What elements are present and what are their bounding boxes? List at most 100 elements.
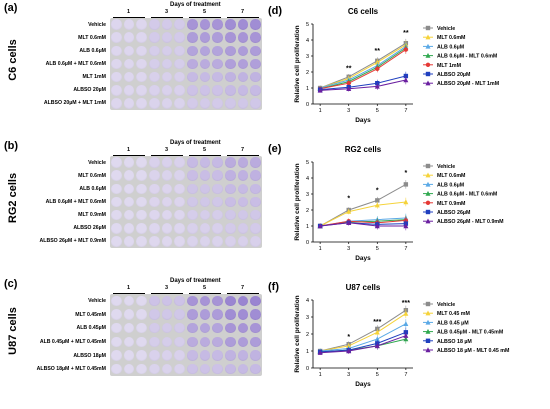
plate-well (212, 322, 223, 334)
plate-well (199, 236, 211, 247)
plate-well (161, 71, 173, 83)
data-point (317, 87, 323, 93)
plate-well (161, 32, 173, 43)
legend-entry: ALB 0.6µM (437, 44, 465, 50)
plate-well (237, 295, 249, 307)
plate-well (187, 350, 198, 361)
x-tick-label: 3 (347, 372, 350, 378)
data-point (425, 43, 431, 49)
plate-well (212, 196, 223, 208)
plate-well (187, 183, 198, 195)
x-axis-label: Days (355, 117, 371, 124)
plate-well (136, 223, 147, 234)
series-line (317, 331, 409, 355)
significance-marker: *** (402, 300, 410, 307)
plate-well (161, 196, 173, 208)
treatment-row-label: MLT 0.9mM (78, 212, 106, 219)
plate-well (149, 336, 160, 348)
series-line (317, 220, 409, 231)
plate-well (161, 85, 173, 96)
plate-well (212, 58, 223, 70)
data-point (346, 348, 352, 354)
plate-well (123, 170, 135, 181)
plate-well (199, 19, 211, 30)
day-number: 7 (241, 147, 245, 153)
plate-well (225, 98, 236, 109)
panel-label: (c) (4, 278, 18, 290)
treatment-row-label: MLT 0.45mM (75, 311, 106, 318)
legend-entry: Vehicle (437, 302, 455, 308)
plate-well (161, 19, 173, 30)
legend-entry: Vehicle (437, 164, 455, 170)
plate-well (250, 170, 261, 181)
plate-well (187, 85, 198, 96)
x-tick-label: 7 (404, 246, 407, 252)
legend-entry: ALB 0.6µM - MLT 0.6mM (437, 54, 498, 60)
plate-well (187, 32, 198, 43)
plate-well (136, 336, 147, 348)
day-bracket-line (227, 17, 259, 18)
day-number: 3 (165, 9, 169, 15)
data-point (425, 209, 431, 215)
plate-well (212, 71, 223, 83)
plate-well (149, 350, 160, 361)
data-point (317, 223, 323, 229)
x-axis-label: Days (355, 255, 371, 262)
y-axis-label: Relative cell proliferation (294, 295, 301, 372)
plate-well (237, 336, 249, 348)
y-tick-label: 2 (306, 208, 309, 214)
plate-well (149, 322, 160, 334)
data-point (403, 321, 409, 326)
plate-well (149, 98, 160, 109)
plate-well (161, 209, 173, 221)
plate-well (187, 336, 198, 348)
plate-well (149, 209, 160, 221)
legend-entry: ALB 0.45µM - MLT 0.45mM (437, 330, 504, 336)
plate-well (111, 350, 122, 361)
plate-well (199, 350, 211, 361)
plate-well (136, 58, 147, 70)
plate-well (212, 350, 223, 361)
y-tick-label: 4 (306, 298, 309, 304)
plate-well (237, 209, 249, 221)
plate-well (136, 350, 147, 361)
plate-well (250, 336, 261, 348)
plate-well (149, 85, 160, 96)
plate-well (123, 196, 135, 208)
plate-well (225, 322, 236, 334)
plate-well (123, 350, 135, 361)
plate-well (123, 157, 135, 168)
plate-well (187, 58, 198, 70)
plate-well (136, 295, 147, 307)
chart-rg2-cells: (e) RG2 cells 0 1 2 3 4 5 1 3 5 7 Days Relative cell … (268, 143, 504, 262)
plate-well (123, 98, 135, 109)
y-tick-label: 2 (306, 70, 309, 76)
data-point (375, 198, 380, 203)
x-tick-label: 5 (376, 108, 379, 114)
y-tick-label: 4 (306, 38, 309, 44)
plate-well (161, 183, 173, 195)
legend-entry: ALB 0.6µM (437, 182, 465, 188)
data-point (346, 220, 352, 225)
plate-well (250, 295, 261, 307)
plate-well (161, 309, 173, 320)
plate-well (136, 45, 147, 57)
plate-well (237, 350, 249, 361)
data-point (346, 81, 351, 86)
day-bracket-line (189, 155, 221, 156)
legend-entry: ALBSO 18 µM (437, 339, 472, 345)
plate-well (123, 295, 135, 307)
plate-well (149, 236, 160, 247)
plate-well (250, 58, 261, 70)
plate-well (123, 209, 135, 221)
plate-well (212, 309, 223, 320)
plate-well (161, 170, 173, 181)
data-point (425, 218, 431, 224)
plate-well (149, 45, 160, 57)
plate-well (174, 157, 185, 168)
day-bracket-line (151, 17, 183, 18)
plate-well (187, 363, 198, 375)
plate-well (212, 157, 223, 168)
x-tick-label: 7 (404, 372, 407, 378)
x-tick-label: 5 (376, 372, 379, 378)
